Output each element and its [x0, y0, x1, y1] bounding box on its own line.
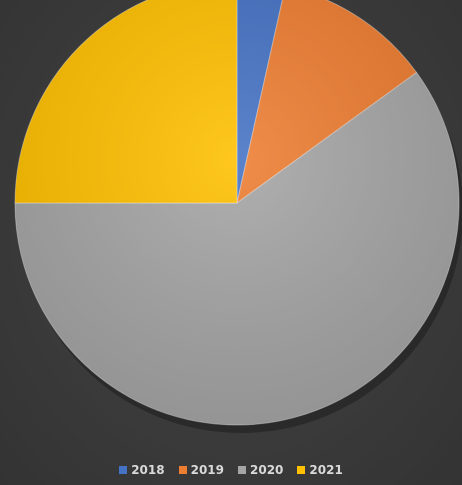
- legend-swatch-2020: [238, 466, 246, 474]
- legend-label-2021: 2021: [309, 463, 343, 477]
- legend-item-2020[interactable]: 2020: [238, 463, 283, 477]
- legend-item-2019[interactable]: 2019: [178, 463, 224, 477]
- legend-item-2021[interactable]: 2021: [297, 463, 343, 477]
- chart-legend: 2018 2019 2020 2021: [0, 460, 462, 480]
- legend-label-2020: 2020: [250, 463, 284, 477]
- legend-swatch-2019: [178, 466, 187, 474]
- legend-item-2018[interactable]: 2018: [119, 463, 165, 477]
- legend-label-2019: 2019: [190, 463, 224, 477]
- legend-label-2018: 2018: [131, 463, 165, 477]
- pie-slice-2021[interactable]: [14, 0, 238, 204]
- legend-swatch-2021: [297, 466, 306, 474]
- legend-swatch-2018: [119, 466, 128, 474]
